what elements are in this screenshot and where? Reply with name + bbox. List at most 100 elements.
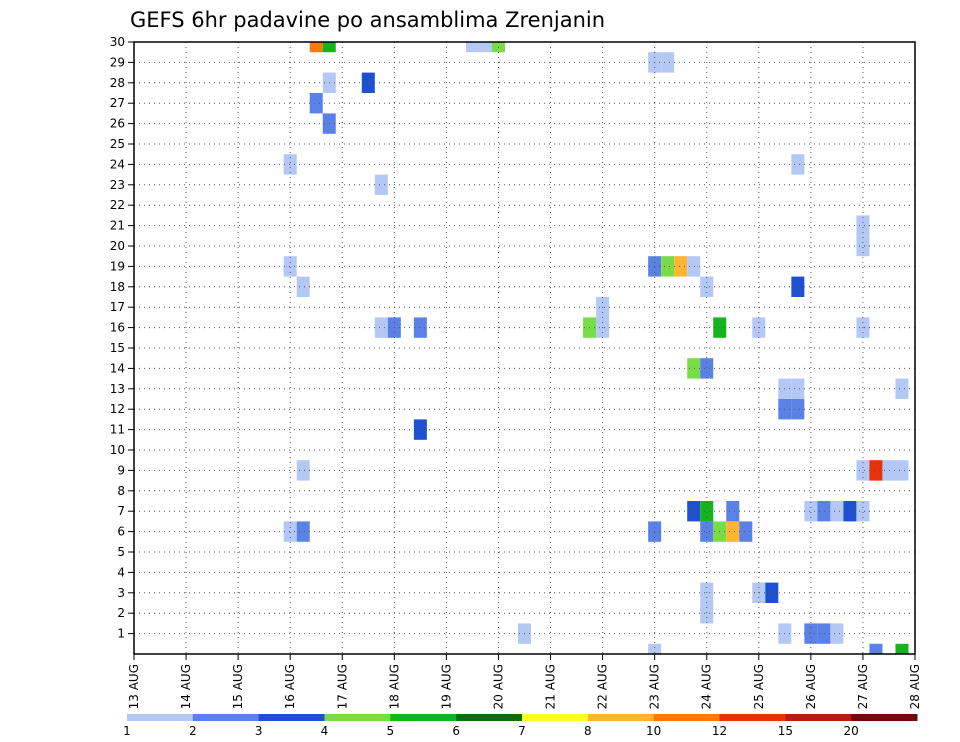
y-tick-label: 18 [110, 280, 125, 294]
heatmap-cell [283, 256, 297, 277]
y-tick-label: 11 [110, 423, 125, 437]
y-tick-label: 22 [110, 198, 125, 212]
heatmap-cell [661, 52, 675, 73]
heatmap-cell [674, 256, 688, 277]
y-axis-ticks: 1234567891011121314151617181920212223242… [110, 35, 134, 641]
heatmap-cell [895, 643, 909, 654]
y-tick-label: 12 [110, 402, 125, 416]
heatmap-cell [309, 93, 323, 114]
colorbar-swatch [127, 714, 194, 721]
y-tick-label: 13 [110, 382, 125, 396]
heatmap-cell [700, 358, 714, 379]
chart-title: GEFS 6hr padavine po ansamblima Zrenjani… [130, 8, 605, 32]
x-tick-label: 18 AUG [387, 664, 401, 709]
y-tick-label: 21 [110, 219, 125, 233]
heatmap-cell [791, 378, 805, 399]
heatmap-cell [830, 501, 844, 522]
heatmap-cell [374, 317, 388, 338]
heatmap-cell [700, 276, 714, 297]
heatmap-cell [791, 154, 805, 175]
x-tick-label: 24 AUG [700, 664, 714, 709]
heatmap-cell [817, 501, 831, 522]
y-tick-label: 20 [110, 239, 125, 253]
heatmap-cell [661, 256, 675, 277]
colorbar-swatch [719, 714, 786, 721]
colorbar-label: 3 [255, 724, 263, 738]
y-tick-label: 17 [110, 300, 125, 314]
colorbar: 1 2 3 4 5 6 7 8 10 12 15 20 [123, 714, 918, 738]
y-tick-label: 30 [110, 35, 125, 49]
heatmap-cell [856, 460, 870, 481]
y-tick-label: 24 [110, 157, 125, 171]
y-tick-label: 6 [117, 525, 125, 539]
heatmap-cell [361, 72, 375, 93]
heatmap-cell [413, 317, 427, 338]
heatmap-cell [791, 276, 805, 297]
x-tick-label: 28 AUG [908, 664, 922, 709]
heatmap-cell [296, 276, 310, 297]
colorbar-swatch [522, 714, 589, 721]
colorbar-label: 5 [387, 724, 395, 738]
heatmap-cell [895, 378, 909, 399]
heatmap-cell [856, 501, 870, 522]
x-tick-label: 22 AUG [596, 664, 610, 709]
y-tick-label: 15 [110, 341, 125, 355]
heatmap-cell [817, 623, 831, 644]
y-tick-label: 2 [117, 606, 125, 620]
colorbar-swatch [324, 714, 391, 721]
heatmap-cell [804, 501, 818, 522]
heatmap-cell [726, 501, 740, 522]
y-tick-label: 10 [110, 443, 125, 457]
heatmap-cell [465, 42, 479, 53]
heatmap-cell [283, 154, 297, 175]
colorbar-swatch [258, 714, 325, 721]
x-tick-label: 26 AUG [804, 664, 818, 709]
x-axis-ticks: 13 AUG 14 AUG 15 AUG 16 AUG 17 AUG 18 AUG 19 A… [127, 654, 922, 709]
heatmap-cell [283, 521, 297, 542]
colorbar-swatch [192, 714, 260, 721]
colorbar-label: 7 [518, 724, 526, 738]
y-tick-label: 23 [110, 178, 125, 192]
y-tick-label: 28 [110, 76, 125, 90]
heatmap-cell [322, 42, 336, 53]
y-tick-label: 7 [117, 504, 125, 518]
heatmap-cell [374, 174, 388, 195]
x-tick-label: 16 AUG [283, 664, 297, 709]
x-tick-label: 27 AUG [856, 664, 870, 709]
y-tick-label: 29 [110, 55, 125, 69]
heatmap-cell [739, 521, 753, 542]
colorbar-label: 2 [189, 724, 197, 738]
heatmap-cell [648, 643, 662, 654]
x-tick-label: 17 AUG [335, 664, 349, 709]
colorbar-swatch [851, 714, 918, 721]
heatmap-cell [413, 419, 427, 440]
y-tick-label: 1 [117, 627, 125, 641]
colorbar-label: 12 [712, 724, 727, 738]
y-tick-label: 5 [117, 545, 125, 559]
colorbar-swatch [587, 714, 655, 721]
colorbar-label: 8 [584, 724, 592, 738]
heatmap-cell [700, 521, 714, 542]
colorbar-label: 1 [123, 724, 131, 738]
heatmap-cell [804, 623, 818, 644]
y-tick-label: 8 [117, 484, 125, 498]
y-tick-label: 9 [117, 463, 125, 477]
heatmap-cell [726, 521, 740, 542]
colorbar-swatch [785, 714, 852, 721]
y-tick-label: 16 [110, 321, 125, 335]
x-tick-label: 14 AUG [179, 664, 193, 709]
colorbar-label: 6 [452, 724, 460, 738]
colorbar-swatch [390, 714, 457, 721]
y-tick-label: 3 [117, 586, 125, 600]
grid-lines [134, 42, 915, 654]
heatmap-cell [700, 501, 714, 522]
heatmap-cell [869, 643, 883, 654]
heatmap-cell [296, 460, 310, 481]
x-tick-label: 25 AUG [752, 664, 766, 709]
heatmap-cell [478, 42, 492, 53]
heatmap-cell [687, 256, 701, 277]
x-tick-label: 21 AUG [544, 664, 558, 709]
y-tick-label: 4 [117, 565, 125, 579]
colorbar-swatch [653, 714, 720, 721]
